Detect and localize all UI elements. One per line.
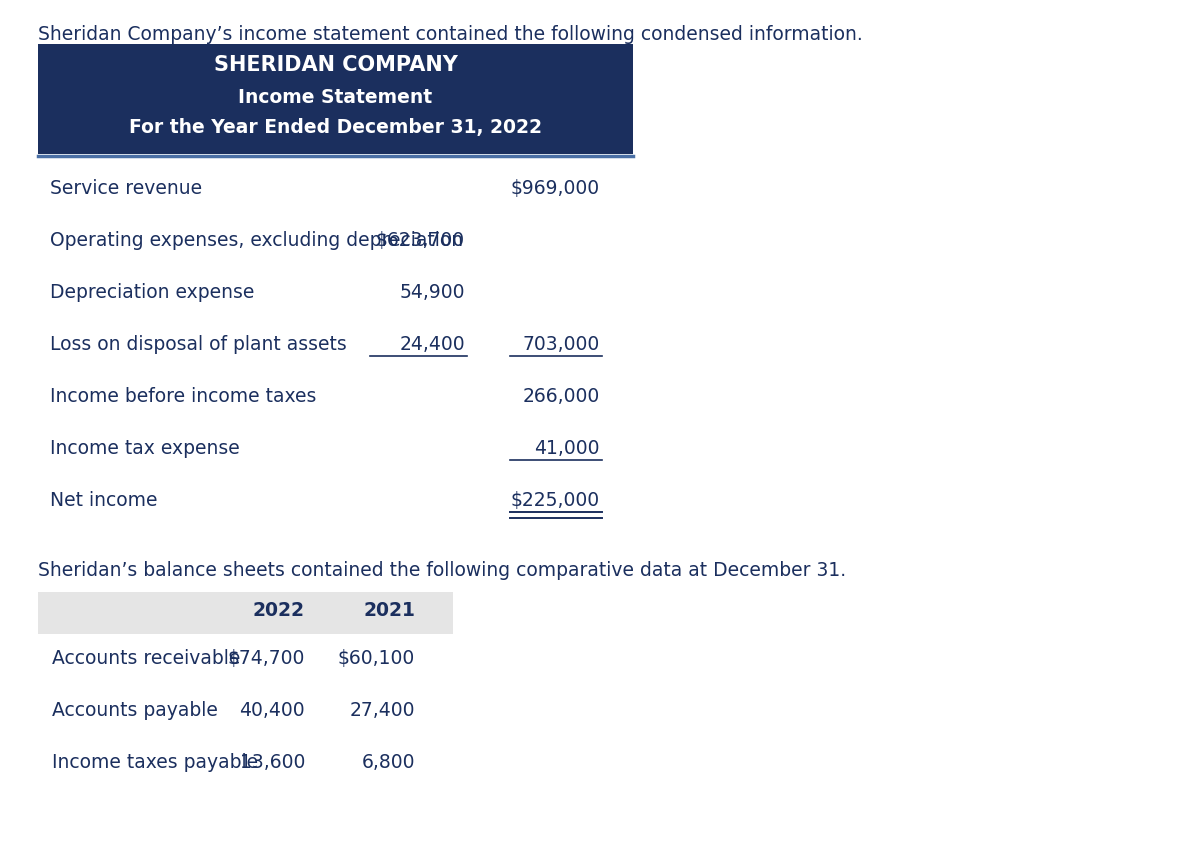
- Text: $74,700: $74,700: [228, 648, 305, 667]
- Text: Sheridan Company’s income statement contained the following condensed informatio: Sheridan Company’s income statement cont…: [38, 25, 863, 44]
- Text: Operating expenses, excluding depreciation: Operating expenses, excluding depreciati…: [50, 231, 463, 250]
- Text: Income tax expense: Income tax expense: [50, 439, 240, 458]
- Text: $225,000: $225,000: [511, 491, 600, 509]
- Text: For the Year Ended December 31, 2022: For the Year Ended December 31, 2022: [130, 118, 542, 137]
- Text: Depreciation expense: Depreciation expense: [50, 283, 254, 302]
- Text: $60,100: $60,100: [337, 648, 415, 667]
- Text: 40,400: 40,400: [239, 700, 305, 719]
- Text: 24,400: 24,400: [400, 335, 466, 354]
- Text: Loss on disposal of plant assets: Loss on disposal of plant assets: [50, 335, 347, 354]
- Text: 54,900: 54,900: [400, 283, 466, 302]
- Text: Sheridan’s balance sheets contained the following comparative data at December 3: Sheridan’s balance sheets contained the …: [38, 561, 846, 579]
- Bar: [38, 592, 454, 634]
- Text: $623,700: $623,700: [376, 231, 466, 250]
- Text: Net income: Net income: [50, 491, 157, 509]
- Text: Income taxes payable: Income taxes payable: [52, 752, 258, 771]
- Text: 6,800: 6,800: [361, 752, 415, 771]
- Text: 2021: 2021: [364, 601, 415, 619]
- Text: 266,000: 266,000: [523, 387, 600, 406]
- Text: Service revenue: Service revenue: [50, 179, 202, 198]
- Text: 13,600: 13,600: [240, 752, 305, 771]
- Text: $969,000: $969,000: [511, 179, 600, 198]
- Bar: [38, 45, 634, 155]
- Text: 27,400: 27,400: [349, 700, 415, 719]
- Text: Accounts receivable: Accounts receivable: [52, 648, 240, 667]
- Text: Income Statement: Income Statement: [239, 88, 432, 106]
- Text: 41,000: 41,000: [534, 439, 600, 458]
- Text: Accounts payable: Accounts payable: [52, 700, 218, 719]
- Text: 703,000: 703,000: [523, 335, 600, 354]
- Text: Income before income taxes: Income before income taxes: [50, 387, 317, 406]
- Text: 2022: 2022: [253, 601, 305, 619]
- Text: SHERIDAN COMPANY: SHERIDAN COMPANY: [214, 55, 457, 75]
